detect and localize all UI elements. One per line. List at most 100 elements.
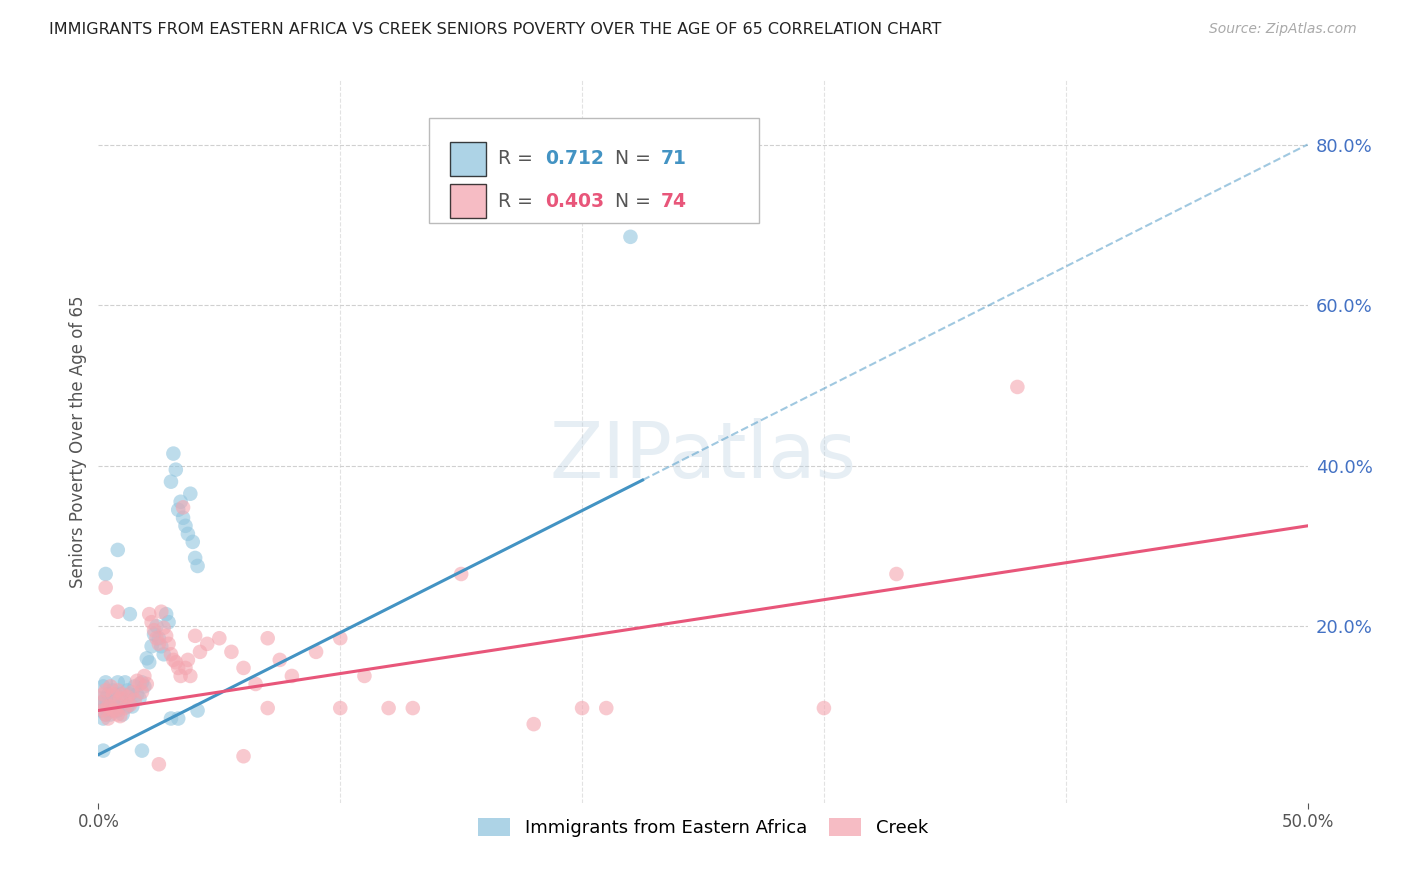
Point [100, 699, 122, 714]
Point [107, 707, 129, 722]
Y-axis label: Seniors Poverty Over the Age of 65: Seniors Poverty Over the Age of 65 [69, 295, 87, 588]
Point [221, 645, 243, 659]
Point [148, 757, 170, 772]
Legend: Immigrants from Eastern Africa, Creek: Immigrants from Eastern Africa, Creek [471, 811, 935, 845]
Point [101, 703, 124, 717]
Point [101, 683, 124, 698]
Point [100, 680, 122, 694]
Text: 74: 74 [661, 192, 686, 211]
Point [91, 696, 114, 710]
Point [97, 687, 120, 701]
Point [90, 691, 112, 706]
Point [174, 518, 197, 533]
Point [124, 693, 146, 707]
Point [134, 680, 156, 694]
Point [160, 648, 183, 662]
Point [150, 639, 173, 653]
Point [117, 683, 139, 698]
Point [281, 669, 304, 683]
Text: 0.712: 0.712 [546, 149, 605, 169]
Point [160, 712, 183, 726]
Point [97, 699, 120, 714]
Point [90, 696, 112, 710]
Point [1007, 380, 1029, 394]
Point [108, 709, 131, 723]
Point [329, 632, 352, 646]
Point [107, 675, 129, 690]
Point [148, 637, 170, 651]
Point [187, 703, 209, 717]
Point [160, 475, 183, 489]
Point [111, 707, 134, 722]
Point [108, 691, 131, 706]
Point [104, 703, 127, 717]
Point [329, 701, 352, 715]
Point [523, 717, 546, 731]
Point [143, 627, 166, 641]
Point [179, 487, 201, 501]
Point [184, 551, 207, 566]
Point [195, 637, 218, 651]
Point [157, 637, 180, 651]
Point [152, 648, 174, 662]
Point [118, 687, 141, 701]
Point [111, 687, 134, 701]
Point [169, 494, 191, 508]
Point [232, 749, 254, 764]
Point [91, 687, 114, 701]
Point [118, 698, 141, 712]
Point [118, 607, 141, 621]
Point [157, 615, 180, 630]
Point [150, 605, 173, 619]
Point [167, 502, 190, 516]
Point [169, 669, 191, 683]
Point [886, 567, 908, 582]
Point [167, 712, 190, 726]
Point [121, 685, 143, 699]
Point [135, 677, 157, 691]
Point [174, 661, 197, 675]
Point [232, 661, 254, 675]
Point [177, 653, 200, 667]
Text: Source: ZipAtlas.com: Source: ZipAtlas.com [1209, 22, 1357, 37]
Point [155, 629, 177, 643]
Point [165, 462, 187, 476]
Point [114, 701, 136, 715]
Point [172, 500, 194, 515]
Text: ZIPatlas: ZIPatlas [550, 418, 856, 494]
Point [184, 629, 207, 643]
Point [101, 696, 124, 710]
Point [94, 683, 117, 698]
Point [187, 558, 209, 573]
Point [127, 673, 149, 688]
Point [107, 542, 129, 557]
Point [595, 701, 617, 715]
Point [134, 669, 156, 683]
Point [245, 677, 267, 691]
Point [94, 691, 117, 706]
Point [172, 510, 194, 524]
Point [91, 712, 114, 726]
Point [121, 699, 143, 714]
Point [107, 605, 129, 619]
Point [269, 653, 291, 667]
Point [124, 680, 146, 694]
Point [256, 632, 278, 646]
Point [177, 526, 200, 541]
Point [97, 712, 120, 726]
Point [450, 567, 472, 582]
Point [131, 685, 153, 699]
Point [107, 703, 129, 717]
Point [127, 687, 149, 701]
Point [353, 669, 375, 683]
Point [138, 607, 160, 621]
Point [181, 534, 204, 549]
Point [94, 567, 117, 582]
Point [117, 699, 139, 714]
Point [94, 707, 117, 722]
Point [131, 744, 153, 758]
Point [114, 675, 136, 690]
Point [91, 703, 114, 717]
Point [256, 701, 278, 715]
Point [94, 707, 117, 722]
